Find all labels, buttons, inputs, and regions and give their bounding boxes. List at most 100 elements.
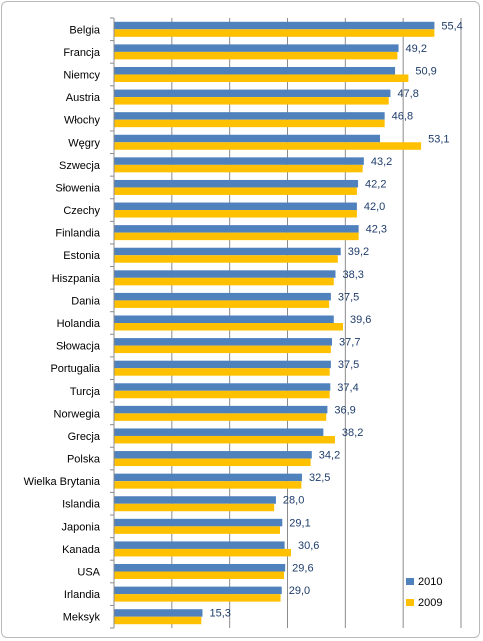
bar-2009 [114,548,291,557]
data-label: 53,1 [428,133,449,145]
data-label: 42,3 [366,224,387,236]
bar-2009 [114,119,385,128]
bar-2010 [114,134,381,143]
category-label: Francja [63,47,101,59]
bar-2010 [114,89,391,98]
bar-2010 [114,225,359,233]
category-label: Hiszpania [52,273,101,285]
data-label: 37,5 [338,359,359,371]
bar-2009 [114,210,357,218]
bar-2010 [114,564,286,572]
bar-2010 [114,44,399,52]
bar-2010 [114,518,283,527]
category-label: Niemcy [63,69,100,81]
bar-2010 [114,292,331,301]
category-label: Islandia [62,499,101,511]
data-label: 50,9 [415,65,436,77]
data-label: 46,8 [392,111,413,123]
data-label: 55,4 [441,20,462,32]
bar-2009 [114,345,331,354]
legend-swatch [406,578,414,585]
bar-2010 [114,247,341,256]
bar-2010 [114,541,285,549]
bar-2009 [114,458,311,467]
data-label: 43,2 [371,156,392,168]
data-label: 38,2 [342,427,363,439]
category-label: Czechy [63,205,100,217]
bar-2009 [114,187,357,195]
data-label: 49,2 [406,43,427,55]
bar-2009 [114,368,330,376]
category-label: Norwegia [54,408,101,420]
category-label: Finlandia [55,228,101,240]
bar-2009 [114,300,330,308]
bar-2010 [114,405,328,414]
data-label: 34,2 [319,450,340,462]
data-label: 39,2 [348,246,369,258]
bar-2009 [114,51,398,60]
category-label: Węgry [68,137,100,149]
bar-2009 [114,390,330,399]
legend-swatch [406,599,414,606]
category-label: Włochy [64,115,101,127]
data-label: 36,9 [334,404,355,416]
bar-2010 [114,338,333,346]
category-label: Polska [67,454,101,466]
category-label: Słowacja [56,341,101,353]
data-label: 15,3 [209,608,230,620]
category-label: Estonia [63,250,101,262]
data-label: 37,4 [337,382,358,394]
bar-2010 [114,66,396,75]
data-label: 37,7 [339,337,360,349]
category-label: Dania [71,295,101,307]
data-label: 32,5 [309,472,330,484]
category-label: Szwecja [59,160,101,172]
data-label: 42,0 [364,201,385,213]
category-label: Słowenia [55,182,101,194]
data-label: 30,6 [298,540,319,552]
data-label: 29,6 [292,563,313,575]
category-label: Japonia [61,521,100,533]
data-label: 38,3 [343,269,364,281]
bar-2009 [114,481,302,489]
category-label: Portugalia [50,363,100,375]
bar-2009 [114,97,389,105]
bar-2009 [114,526,280,534]
category-label: Meksyk [63,612,101,624]
category-label: Holandia [57,318,101,330]
bar-2009 [114,413,327,421]
bar-2010 [114,202,357,211]
bar-2009 [114,164,363,173]
category-label: Austria [66,92,101,104]
data-label: 47,8 [397,88,418,100]
bar-2009 [114,255,338,263]
bar-2010 [114,270,336,278]
bar-2009 [114,594,281,602]
data-label: 37,5 [338,291,359,303]
bar-2010 [114,157,364,165]
bar-2010 [114,179,359,188]
data-label: 29,0 [289,585,310,597]
bar-2010 [114,586,282,595]
bar-2009 [114,616,202,625]
bar-2010 [114,21,435,30]
bar-2009 [114,277,334,286]
bar-2010 [114,496,276,504]
bar-2010 [114,112,385,120]
category-label: Kanada [62,544,101,556]
bar-2009 [114,142,422,150]
category-label: Belgia [69,24,100,36]
bar-2009 [114,74,409,82]
legend-label: 2009 [418,597,442,609]
bar-2009 [114,323,344,331]
bar-2010 [114,609,203,617]
data-label: 28,0 [283,495,304,507]
bar-2009 [114,503,275,512]
bar-2010 [114,360,331,369]
category-label: Grecja [68,431,101,443]
data-label: 29,1 [289,517,310,529]
bar-2010 [114,473,302,482]
bar-2010 [114,451,312,459]
bar-2010 [114,428,324,436]
